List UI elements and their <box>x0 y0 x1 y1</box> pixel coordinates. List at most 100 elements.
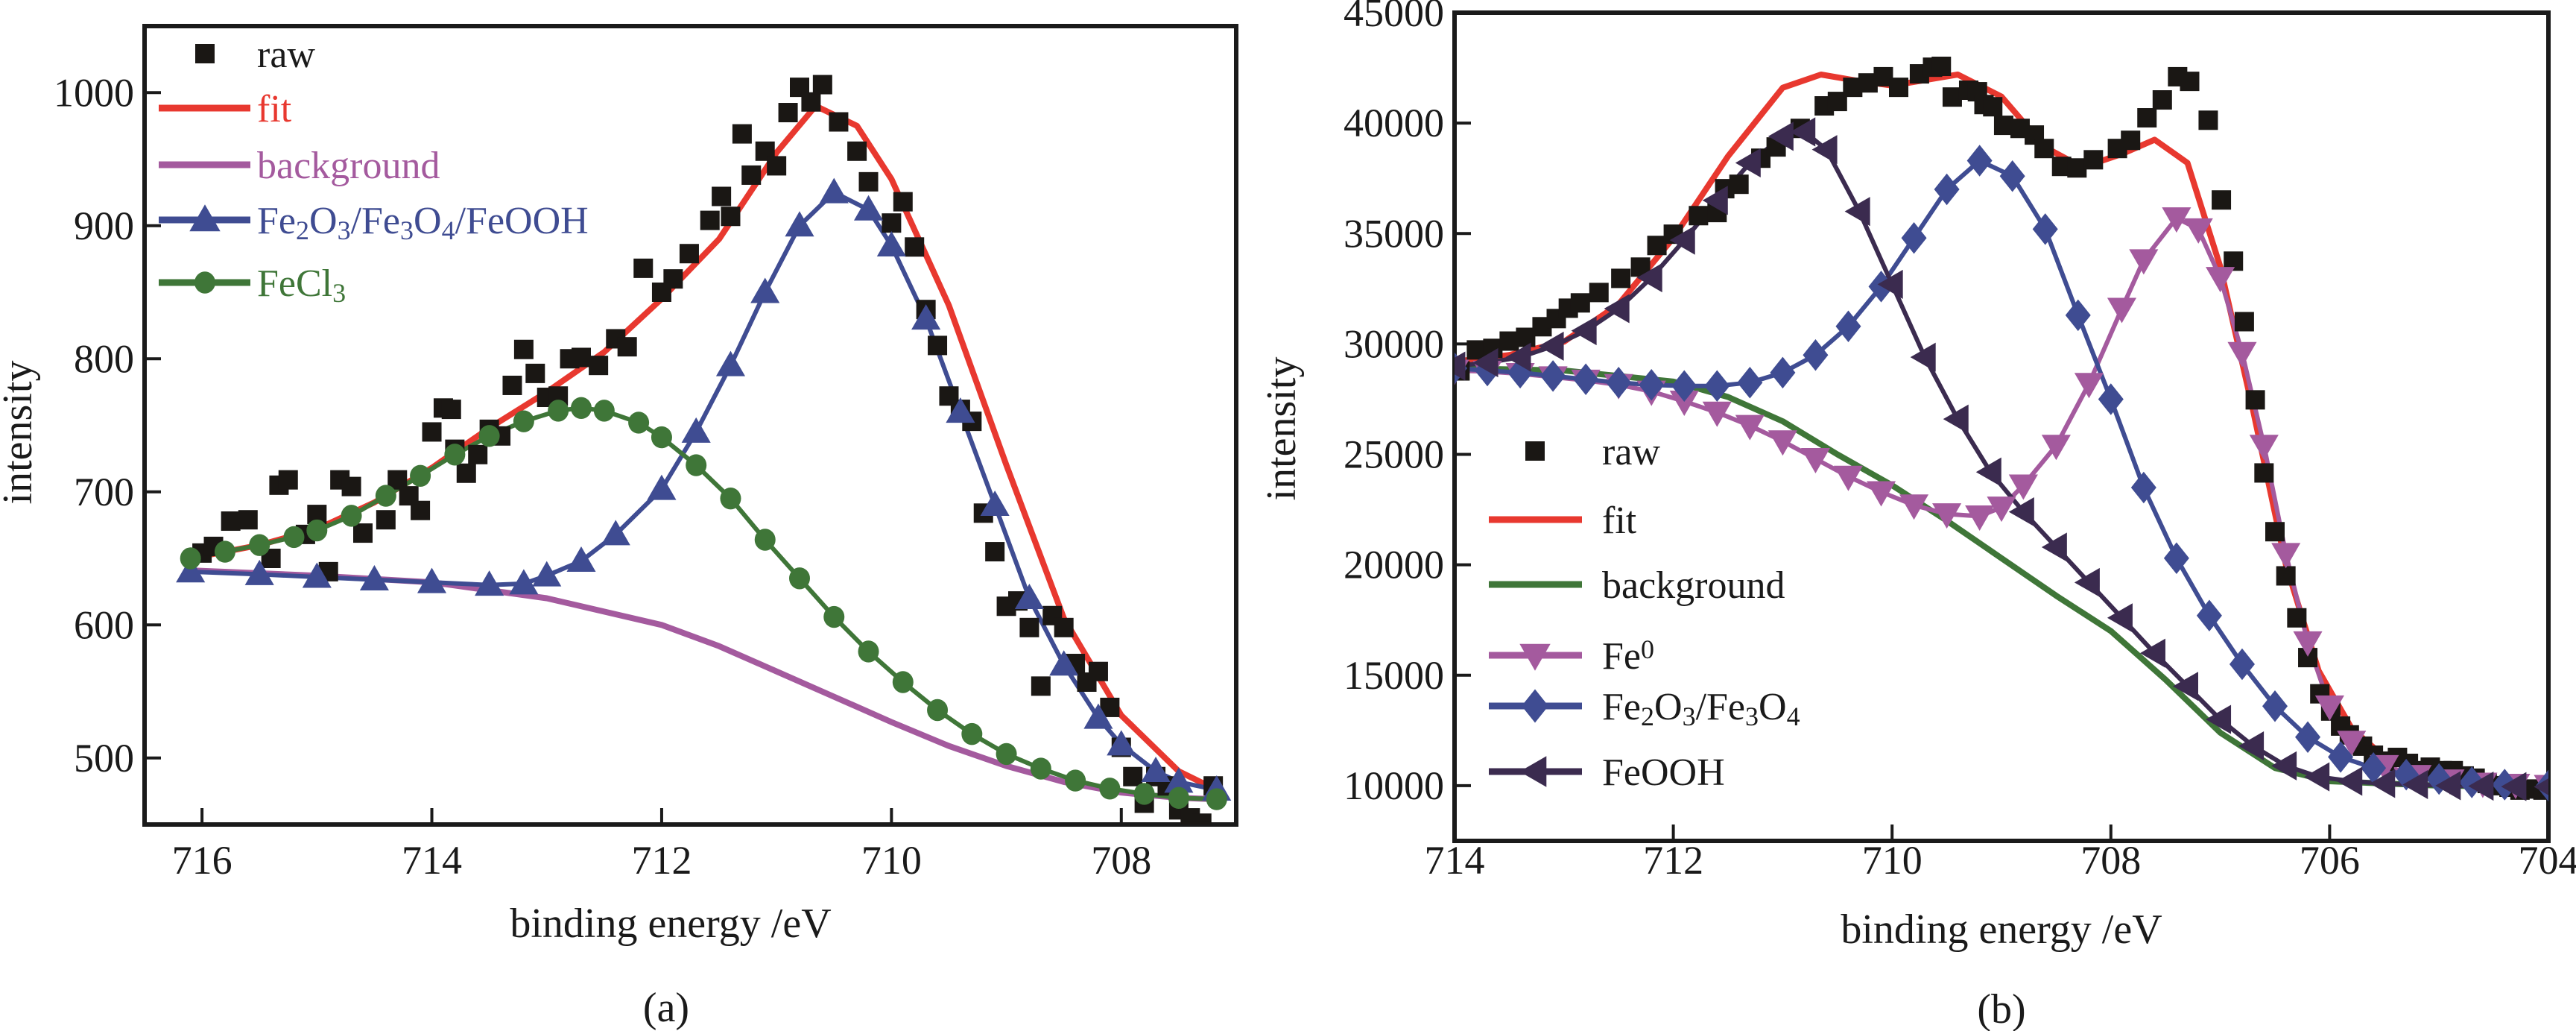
data-point-raw <box>2137 108 2157 128</box>
data-point-raw <box>2287 608 2307 628</box>
legend-marker-diamond <box>1522 689 1548 723</box>
data-point-raw <box>1466 340 1487 360</box>
data-point-fe0 <box>2008 474 2038 500</box>
data-point-feooh <box>2402 769 2428 800</box>
data-point-feooh <box>1735 148 1761 178</box>
data-point-raw <box>1647 236 1667 256</box>
markers-raw <box>192 75 1224 825</box>
data-point-feooh <box>2206 704 2232 734</box>
y-tick-label: 20000 <box>1344 543 1444 587</box>
data-point-raw <box>2034 139 2054 159</box>
data-point-raw <box>411 500 431 520</box>
data-point-fe2o3-fe3o4-feooh <box>566 546 596 573</box>
data-point-fecl3 <box>1030 757 1051 780</box>
data-point-fe2o3-fe3o4-feooh <box>302 562 332 588</box>
data-point-feooh <box>1943 404 1969 434</box>
data-point-feooh <box>2304 762 2330 792</box>
series-fit <box>187 103 1220 793</box>
data-point-fe2o3-fe3o4-feooh <box>647 474 677 500</box>
data-point-fe2o3-fe3o4-feooh <box>980 491 1010 517</box>
data-point-fecl3 <box>720 487 741 510</box>
data-point-fe2o3-fe3o4 <box>1573 363 1599 396</box>
data-point-fecl3 <box>548 400 569 422</box>
panel-b-x-axis-title: binding energy /eV <box>1841 907 2162 953</box>
data-point-feooh <box>2534 778 2548 795</box>
data-point-fe2o3-fe3o4 <box>1966 145 1993 177</box>
data-point-fecl3 <box>478 425 500 447</box>
data-point-fecl3 <box>249 534 270 556</box>
data-point-fe2o3-fe3o4 <box>2098 383 2124 415</box>
data-point-fecl3 <box>858 640 879 663</box>
data-point-raw <box>422 422 442 442</box>
legend-marker-triangle-down <box>1519 643 1551 671</box>
data-point-raw <box>721 206 741 227</box>
data-point-raw <box>1031 676 1051 696</box>
legend-label: background <box>1602 564 1785 607</box>
data-point-raw <box>679 244 699 264</box>
data-point-fecl3 <box>927 699 949 722</box>
data-point-fe2o3-fe3o4 <box>1671 370 1697 402</box>
data-point-feooh <box>2435 771 2461 801</box>
data-point-raw <box>893 192 913 212</box>
data-point-raw <box>353 523 373 543</box>
legend-label-part: Fe <box>1602 635 1641 678</box>
data-point-raw <box>238 510 258 530</box>
data-point-raw <box>778 103 798 123</box>
data-point-fecl3 <box>444 444 466 466</box>
data-point-fe2o3-fe3o4-feooh <box>876 230 906 256</box>
panel-b-plot-frame <box>1452 10 2551 843</box>
data-point-raw <box>985 542 1005 562</box>
data-point-raw <box>741 165 762 185</box>
data-point-raw <box>928 335 948 356</box>
y-tick-label: 25000 <box>1344 432 1444 477</box>
data-point-raw <box>712 186 732 206</box>
data-point-fe2o3-fe3o4-feooh <box>1164 767 1194 793</box>
series-line-fit <box>1455 72 2548 788</box>
data-point-fe2o3-fe3o4-feooh <box>244 559 274 585</box>
legend-label-part: Fe <box>257 200 296 242</box>
data-point-fe2o3-fe3o4-feooh <box>1141 757 1171 783</box>
legend-item-fe2o3-fe3o4: Fe2O3/Fe3O4 <box>1489 686 1800 731</box>
data-point-fe0 <box>2227 341 2257 368</box>
data-point-raw <box>2067 158 2087 178</box>
data-point-fecl3 <box>628 412 650 434</box>
data-point-feooh <box>1702 186 1728 215</box>
data-point-raw <box>812 75 832 95</box>
data-point-fe2o3-fe3o4 <box>2130 471 2156 504</box>
data-point-raw <box>1088 661 1108 681</box>
data-point-fe2o3-fe3o4-feooh <box>1014 584 1044 609</box>
data-point-fe0 <box>2129 249 2159 275</box>
legend-item-background: background <box>1489 564 1785 607</box>
legend-item-raw: raw <box>1525 431 1660 473</box>
data-point-fe2o3-fe3o4 <box>2065 299 2091 332</box>
data-point-fecl3 <box>593 400 615 422</box>
legend-label-part: 4 <box>442 215 455 245</box>
data-point-fecl3 <box>1206 788 1227 810</box>
data-point-fe2o3-fe3o4 <box>2328 741 2354 773</box>
legend-item-fecl3: FeCl3 <box>159 262 346 308</box>
data-point-raw <box>1931 56 1952 76</box>
data-point-fe2o3-fe3o4 <box>2229 648 2255 681</box>
legend-label-part: 3 <box>1745 701 1759 731</box>
data-point-fe2o3-fe3o4-feooh <box>601 520 630 546</box>
data-point-fe0 <box>2249 435 2279 461</box>
x-tick-label: 712 <box>1643 838 1703 883</box>
data-point-fecl3 <box>1099 778 1121 800</box>
data-point-fecl3 <box>283 526 305 549</box>
legend-label-part: 4 <box>1787 701 1800 731</box>
data-point-fe0 <box>1899 494 1929 520</box>
data-point-fecl3 <box>375 485 396 507</box>
y-tick-label: 600 <box>74 602 134 647</box>
legend-label-part: 3 <box>400 215 414 245</box>
data-point-raw <box>732 124 752 144</box>
legend-item-fe2o3-fe3o4-feooh: Fe2O3/Fe3O4/FeOOH <box>159 200 589 245</box>
legend-item-fe0: Fe0 <box>1489 634 1654 678</box>
legend-item-feooh: FeOOH <box>1489 751 1725 794</box>
data-point-raw <box>221 511 241 532</box>
data-point-feooh <box>1811 135 1838 165</box>
y-tick-label: 1000 <box>54 70 134 115</box>
data-point-fe0 <box>1833 465 1864 491</box>
panel-a-x-axis-title: binding energy /eV <box>510 901 831 947</box>
panel-b-chart: intensity binding energy /eV (b) 714 712 7… <box>1259 0 2576 1031</box>
y-tick-label: 500 <box>74 736 134 781</box>
